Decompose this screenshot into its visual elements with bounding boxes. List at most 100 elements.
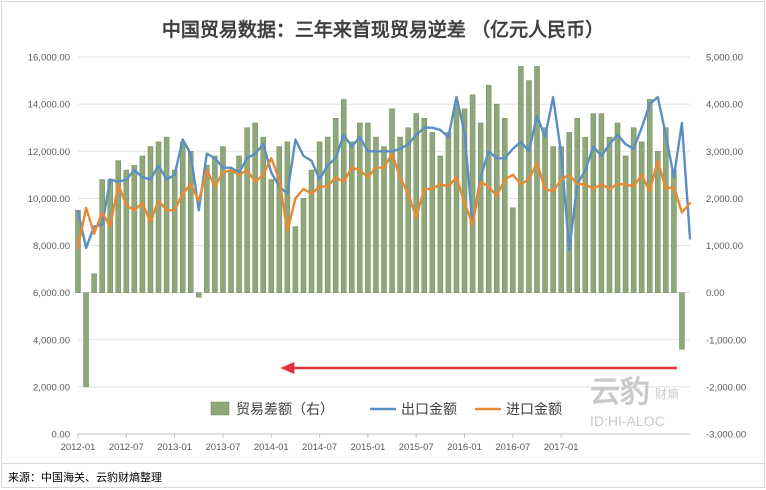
x-tick-label: 2015-07 [399,442,434,453]
y-right-tick-label: -3,000.00 [706,430,746,441]
balance-bar [622,155,629,293]
x-tick-label: 2012-01 [61,442,96,453]
balance-bar [212,155,218,293]
balance-bar [179,141,186,293]
balance-bar [638,141,645,293]
x-tick-label: 2014-01 [254,442,289,453]
x-tick-label: 2016-07 [495,442,530,453]
y-right-tick-label: 0.00 [706,288,725,299]
balance-bar [99,179,105,293]
balance-bar [300,198,307,293]
balance-bar [220,146,226,293]
balance-bar [357,122,363,293]
balance-bar [332,118,339,293]
balance-bar [91,273,97,293]
y-left-tick-label: 10,000.00 [28,194,70,205]
y-left-tick-label: 4,000.00 [33,335,70,346]
chart-title: 中国贸易数据：三年来首现贸易逆差 （亿元人民币） [162,18,604,41]
balance-bar [582,136,589,293]
balance-bar [606,136,613,293]
balance-bar [413,113,419,293]
x-tick-label: 2014-07 [302,442,337,453]
y-left-tick-label: 14,000.00 [28,100,70,111]
balance-bar [260,136,266,293]
balance-bar [542,127,548,293]
watermark-id: ID:HI-ALOC [590,413,665,429]
y-right-tick-label: 4,000.00 [706,100,743,111]
balance-bar [518,66,524,293]
balance-bar [405,127,411,293]
export-line [76,95,692,252]
x-tick-label: 2015-01 [350,442,385,453]
balance-bar [663,127,669,293]
balance-bar [349,141,355,293]
x-tick-label: 2017-01 [544,442,579,453]
balance-bar [196,292,202,298]
balance-bar [381,146,387,293]
legend-label-export: 出口金额 [401,401,457,417]
balance-bar [655,151,661,293]
y-left-tick-label: 16,000.00 [28,53,70,64]
balance-bar [502,118,508,293]
balance-bar [646,99,653,293]
balance-bar [228,169,234,293]
balance-bar [123,169,130,293]
balance-bar [598,113,605,293]
balance-bar [365,122,371,293]
balance-bar [204,165,210,293]
balance-bar [276,146,283,293]
watermark-brand-small: 财熵 [655,386,679,401]
balance-bar [566,132,572,293]
balance-bar [397,136,403,293]
y-right-tick-label: -1,000.00 [706,335,746,346]
balance-bar [268,179,275,293]
watermark-brand: 云豹 [590,376,650,409]
x-tick-label: 2013-01 [157,442,192,453]
legend-swatch-balance [210,401,230,416]
y-left-tick-label: 12,000.00 [28,147,70,158]
balance-bar [373,136,379,293]
y-right-tick-label: 1,000.00 [706,241,743,252]
y-left-tick-label: 2,000.00 [33,382,70,393]
balance-bar [155,141,162,293]
y-right-tick-label: 3,000.00 [706,147,743,158]
balance-bar [477,122,484,293]
y-left-tick-label: 6,000.00 [33,288,70,299]
balance-bar [244,127,250,293]
balance-bar [526,80,532,293]
balance-bar [445,132,452,293]
balance-bar [139,155,146,293]
source-note: 来源：中国海关、云豹财熵整理 [8,470,162,484]
balance-bar [679,292,685,350]
balance-bar [308,169,315,293]
balance-bar [493,103,500,293]
balance-bar [534,66,540,293]
balance-bar [550,146,556,293]
balance-bar [316,141,323,293]
balance-bar [83,292,89,388]
balance-bar [453,103,460,293]
balance-bar [115,160,122,293]
x-tick-label: 2016-01 [447,442,482,453]
y-right-tick-label: 2,000.00 [706,194,743,205]
balance-bar [614,122,621,293]
legend-label-import: 进口金额 [506,401,562,417]
y-left-tick-label: 8,000.00 [33,241,70,252]
y-right-tick-label: -2,000.00 [706,382,746,393]
balance-bar [429,132,436,293]
balance-bar [630,127,637,293]
balance-bar [171,169,178,293]
balance-bar [292,226,299,293]
balance-bar [510,207,516,293]
balance-bar [163,136,170,293]
balance-bar [590,113,597,293]
balance-bar [389,108,395,293]
x-tick-label: 2013-07 [206,442,241,453]
balance-bar [252,122,258,293]
x-tick-label: 2012-07 [109,442,144,453]
balance-bar [340,99,347,293]
y-left-tick-label: 0.00 [52,430,71,441]
